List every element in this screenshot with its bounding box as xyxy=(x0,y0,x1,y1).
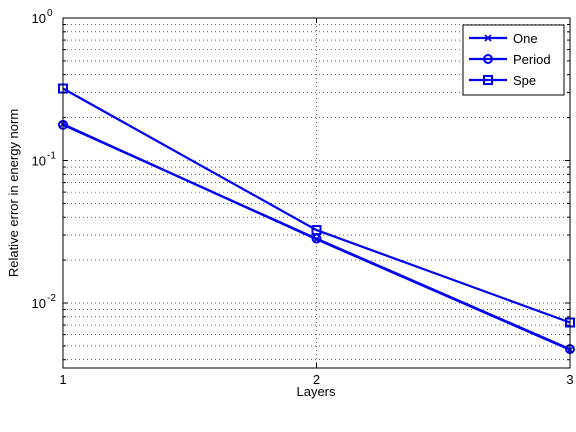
tick-marks xyxy=(62,17,571,368)
y-tick-label: 10 xyxy=(32,296,46,311)
legend: One Period Spe xyxy=(462,24,565,96)
x-axis-label: Layers xyxy=(296,384,336,399)
legend-label: Spe xyxy=(513,73,536,88)
x-tick-label: 2 xyxy=(313,372,320,387)
data-point-circle xyxy=(483,54,493,64)
data-point-square xyxy=(311,225,322,236)
data-point-x-stroke xyxy=(484,34,492,42)
legend-label: Period xyxy=(513,52,551,67)
x-tick-label: 3 xyxy=(566,372,573,387)
series-line xyxy=(62,87,571,324)
legend-item: Period xyxy=(469,52,551,67)
grid-lines xyxy=(63,18,570,368)
legend-item: One xyxy=(469,31,538,46)
series-line xyxy=(62,123,571,351)
y-axis-label: Relative error in energy norm xyxy=(6,109,21,277)
legend-label: One xyxy=(513,31,538,46)
y-tick-label: 10 xyxy=(32,154,46,169)
y-tick-label-exponent: -1 xyxy=(47,151,56,162)
y-tick-label-exponent: 0 xyxy=(47,8,53,19)
data-point-x xyxy=(484,34,492,42)
x-tick-labels: 1 2 3 xyxy=(59,372,573,387)
y-tick-label: 10 xyxy=(32,11,46,26)
y-tick-label-exponent: -2 xyxy=(47,293,56,304)
x-tick-label: 1 xyxy=(59,372,66,387)
legend-item: Spe xyxy=(469,73,536,88)
data-point-square xyxy=(483,75,493,85)
